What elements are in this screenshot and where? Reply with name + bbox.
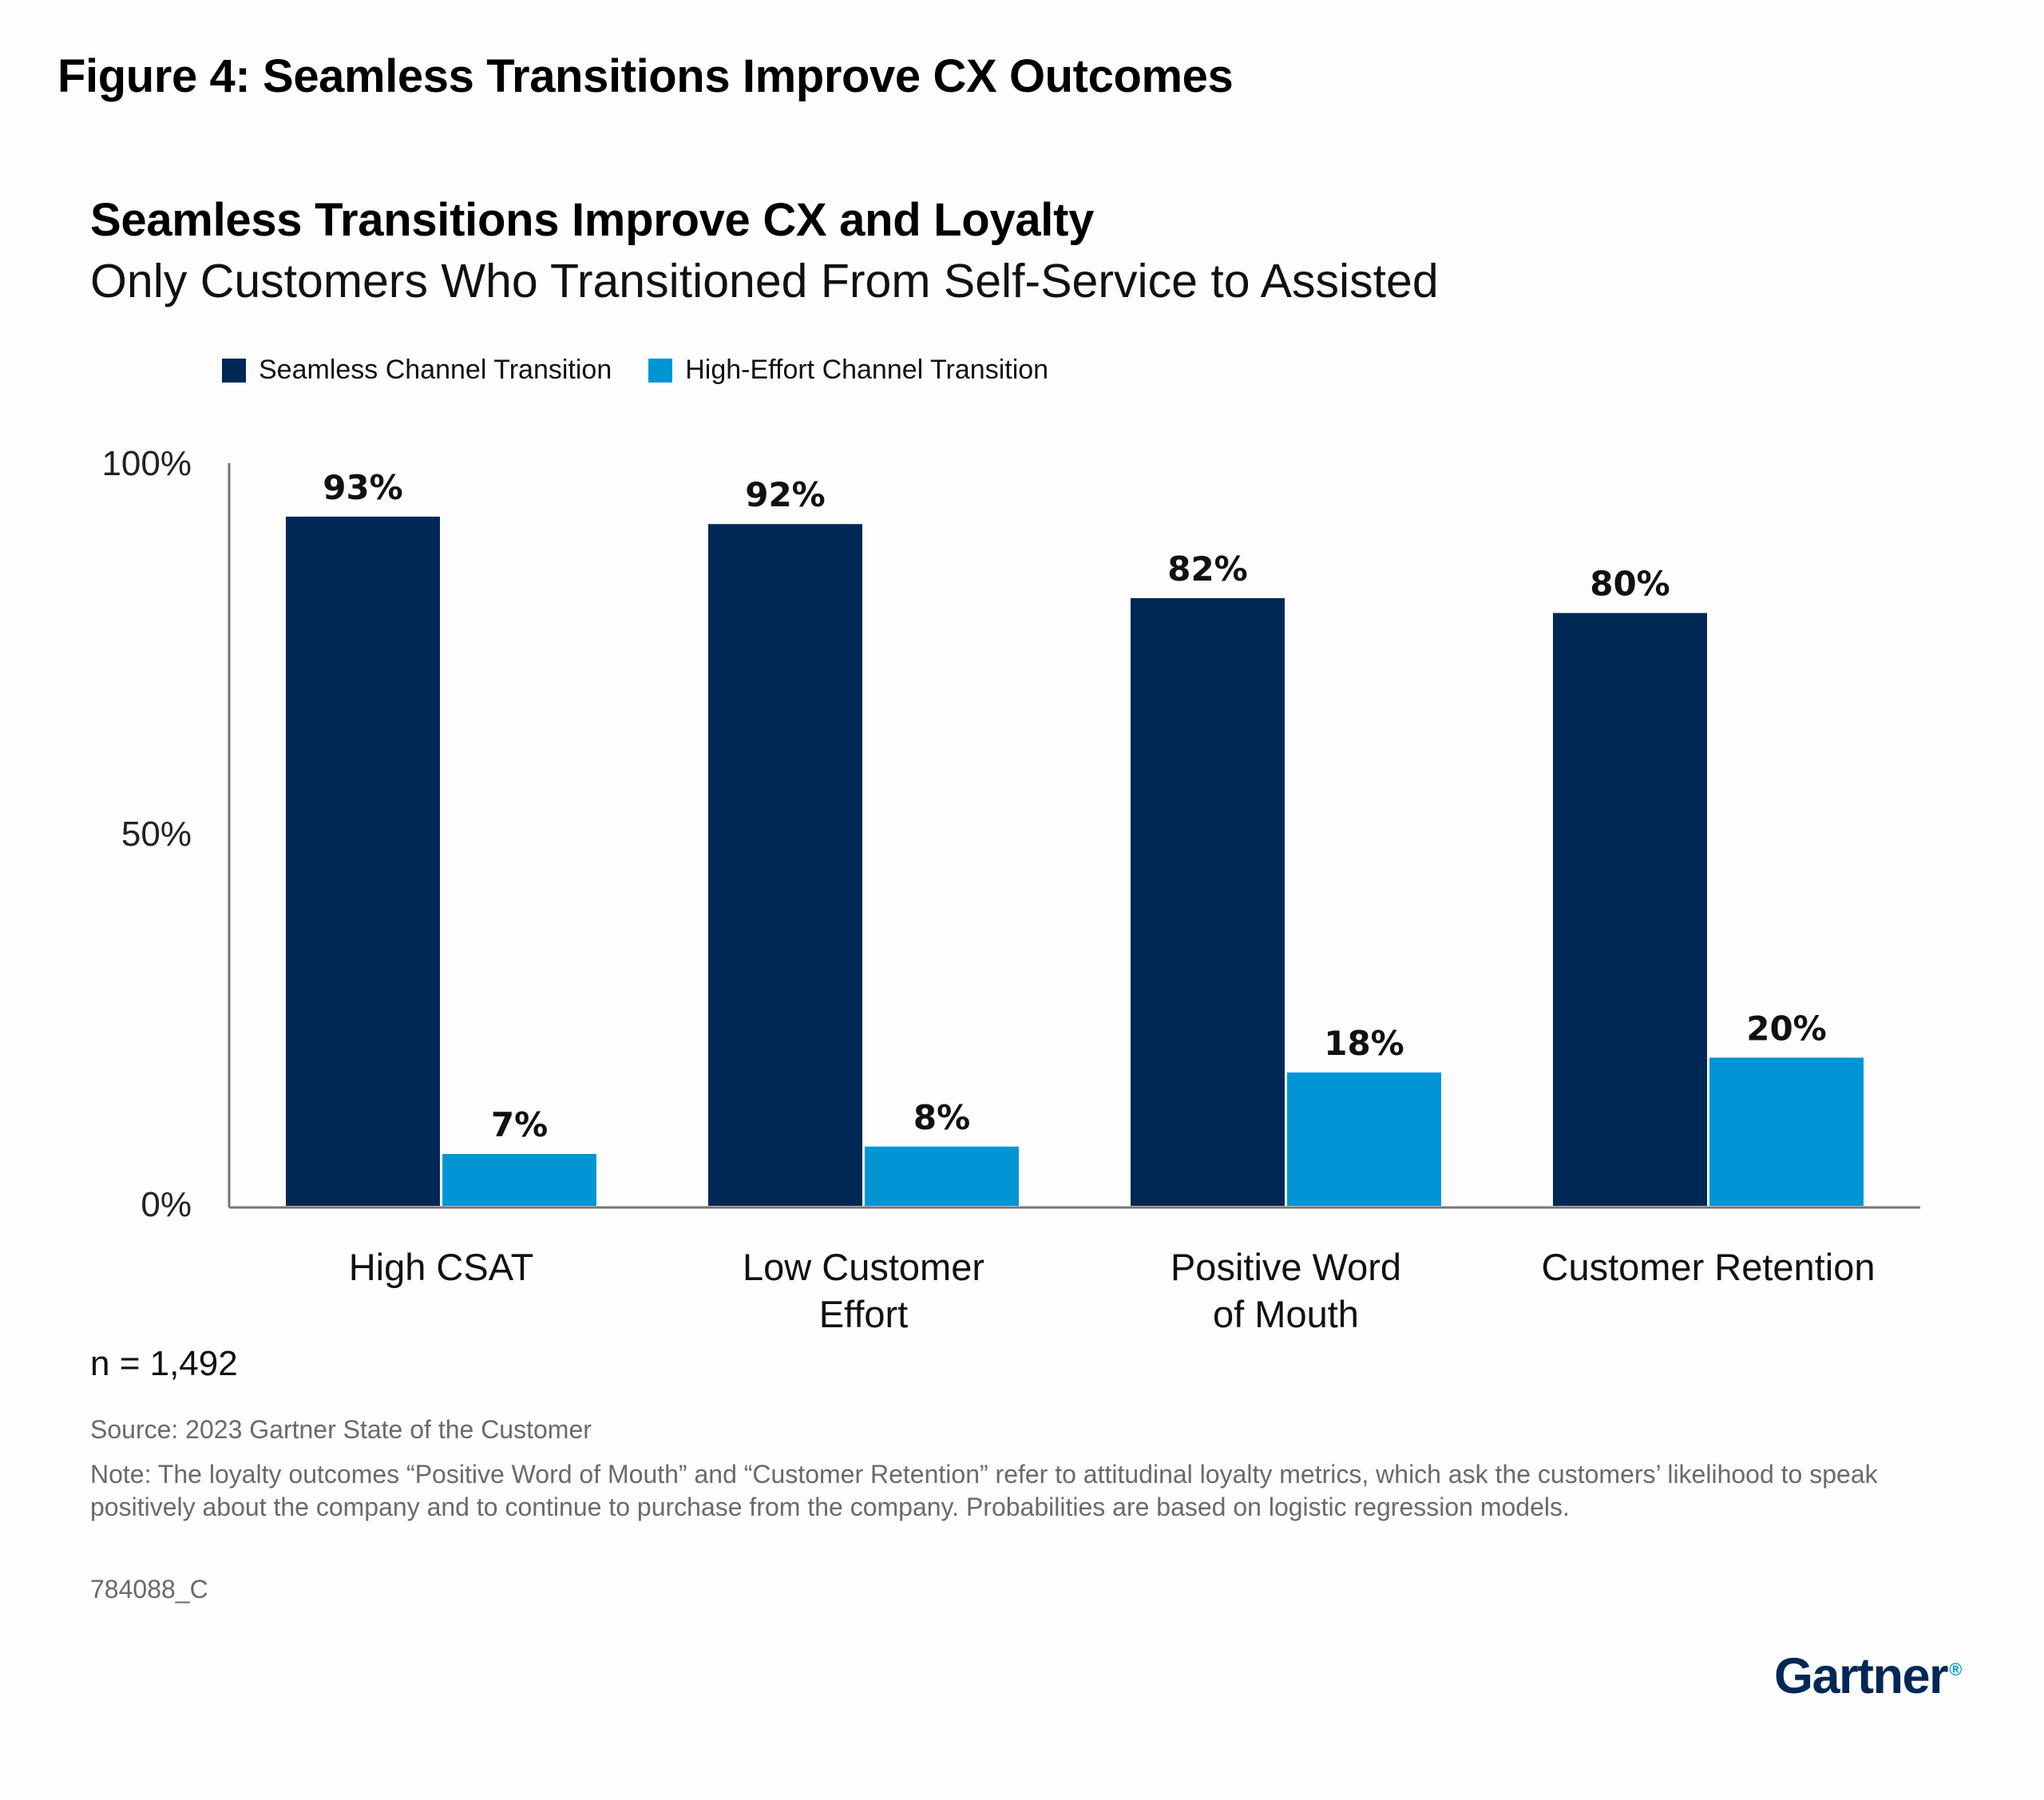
x-category-label: Low Customer (743, 1246, 984, 1288)
figure-code: 784088_C (90, 1575, 208, 1604)
source-note: Source: 2023 Gartner State of the Custom… (90, 1415, 592, 1444)
gartner-logo: Gartner® (1774, 1647, 1962, 1705)
bar-seamless (1131, 598, 1285, 1206)
bar-high-effort (442, 1154, 596, 1206)
y-tick-label: 50% (121, 815, 192, 854)
bar-value-label: 8% (913, 1098, 970, 1137)
bar-value-label: 82% (1167, 549, 1248, 589)
bar-high-effort (1287, 1072, 1441, 1206)
bar-value-label: 93% (323, 468, 403, 507)
legend-label-high-effort: High-Effort Channel Transition (685, 355, 1049, 385)
legend-item-seamless: Seamless Channel Transition (222, 355, 612, 386)
bar-high-effort (865, 1146, 1019, 1206)
bar-seamless (286, 516, 440, 1206)
bar-value-label: 18% (1324, 1024, 1404, 1063)
legend-item-high-effort: High-Effort Channel Transition (648, 355, 1048, 386)
bar-seamless (708, 524, 862, 1206)
figure-title: Figure 4: Seamless Transitions Improve C… (57, 50, 1234, 102)
bar-value-label: 92% (745, 475, 826, 514)
y-tick-label: 100% (101, 444, 192, 483)
bar-value-label: 20% (1746, 1009, 1827, 1048)
legend: Seamless Channel Transition High-Effort … (222, 355, 1085, 386)
x-category-label: Positive Word (1171, 1246, 1401, 1288)
x-category-label: Effort (819, 1293, 908, 1335)
legend-swatch-seamless (222, 358, 246, 383)
legend-label-seamless: Seamless Channel Transition (259, 355, 612, 385)
bar-value-label: 80% (1590, 565, 1670, 604)
bar-chart: 0% 50% 100% 93% 7% High CSAT 92% 8% Low Customer… (101, 444, 1920, 1335)
sample-size: n = 1,492 (90, 1344, 238, 1383)
chart-title: Seamless Transitions Improve CX and Loya… (90, 194, 1095, 246)
footnote: Note: The loyalty outcomes “Positive Wor… (90, 1460, 1878, 1521)
x-category-label: of Mouth (1213, 1293, 1359, 1335)
y-tick-label: 0% (141, 1185, 192, 1224)
logo-registered-mark: ® (1949, 1659, 1963, 1679)
logo-text: Gartner (1774, 1648, 1949, 1704)
bar-high-effort (1709, 1057, 1864, 1206)
bar-value-label: 7% (491, 1105, 548, 1144)
chart-subtitle: Only Customers Who Transitioned From Sel… (90, 255, 1439, 307)
x-category-label: Customer Retention (1542, 1246, 1876, 1288)
legend-swatch-high-effort (648, 358, 673, 383)
x-category-label: High CSAT (349, 1246, 534, 1288)
bar-seamless (1553, 613, 1707, 1206)
